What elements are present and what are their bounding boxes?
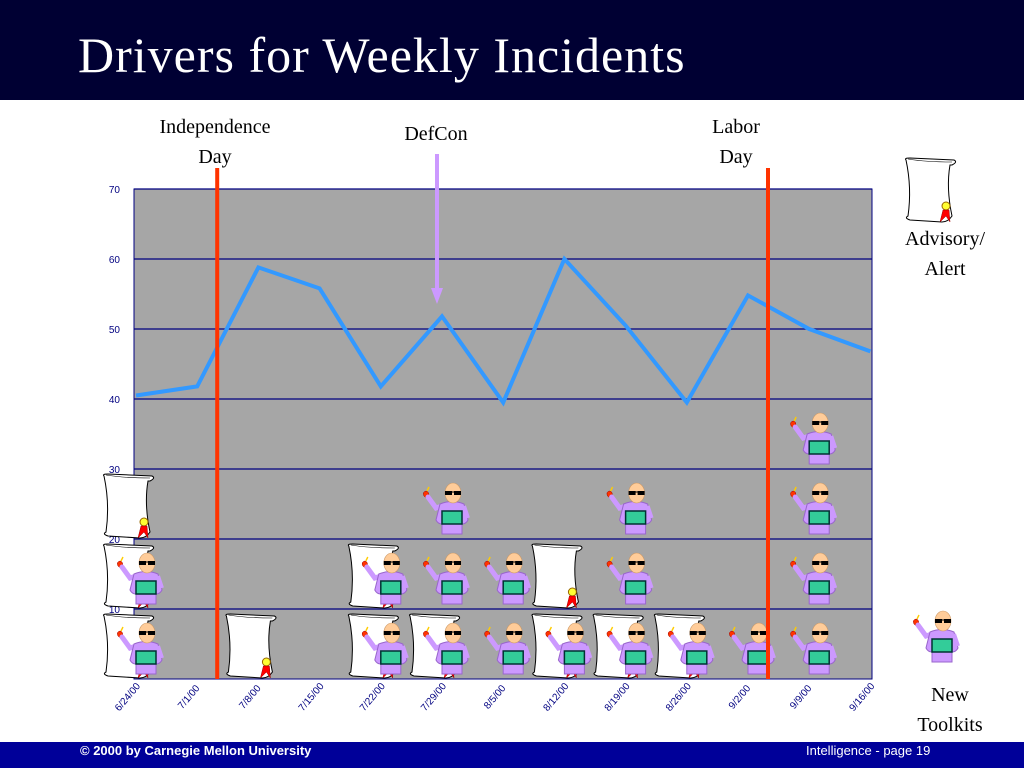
x-tick-label: 8/5/00 bbox=[482, 683, 509, 712]
x-tick-label: 8/19/00 bbox=[603, 681, 633, 714]
x-tick-label: 7/15/00 bbox=[297, 681, 327, 714]
labor-day-line2: Day bbox=[719, 146, 753, 168]
x-tick-label: 9/2/00 bbox=[727, 683, 754, 712]
x-axis-ticks: 6/24/00 7/1/00 7/8/00 7/15/00 7/22/00 7/29/00… bbox=[113, 681, 878, 714]
x-tick-label: 9/9/00 bbox=[788, 683, 815, 712]
y-tick-label: 10 bbox=[109, 605, 121, 616]
toolkit-legend-hacker-icon bbox=[913, 611, 958, 662]
y-axis-ticks: 10 20 30 40 50 60 70 bbox=[109, 185, 121, 616]
advisory-scroll-icon bbox=[225, 613, 277, 679]
independence-day-line1: Independence bbox=[159, 116, 271, 138]
copyright-notice: © 2000 by Carnegie Mellon University bbox=[80, 743, 312, 758]
defcon-arrow-head bbox=[431, 288, 443, 304]
independence-day-label: Independence Day bbox=[135, 112, 295, 172]
y-tick-label: 40 bbox=[109, 395, 121, 406]
x-tick-label: 7/29/00 bbox=[419, 681, 449, 714]
labor-day-line1: Labor bbox=[712, 116, 760, 138]
slide-title: Drivers for Weekly Incidents bbox=[78, 27, 686, 83]
x-tick-label: 7/1/00 bbox=[176, 683, 203, 712]
advisory-legend-scroll-icon bbox=[905, 157, 957, 223]
toolkits-line2: Toolkits bbox=[917, 714, 983, 736]
x-tick-label: 9/16/00 bbox=[848, 681, 878, 714]
advisory-scroll-icon bbox=[531, 543, 583, 609]
y-tick-label: 50 bbox=[109, 325, 121, 336]
x-tick-label: 8/12/00 bbox=[542, 681, 572, 714]
toolkits-line1: New bbox=[931, 684, 969, 706]
plot-area bbox=[133, 188, 873, 680]
x-tick-label: 6/24/00 bbox=[113, 681, 143, 714]
independence-day-line2: Day bbox=[198, 146, 232, 168]
event-lines bbox=[215, 168, 770, 679]
advisory-alert-label: Advisory/ Alert bbox=[880, 224, 1010, 284]
x-tick-label: 8/26/00 bbox=[664, 681, 694, 714]
page-number: Intelligence - page 19 bbox=[806, 743, 931, 758]
title-bar bbox=[0, 0, 1024, 100]
y-tick-label: 30 bbox=[109, 465, 121, 476]
new-toolkits-label: New Toolkits bbox=[890, 680, 1010, 740]
x-tick-label: 7/8/00 bbox=[237, 683, 264, 712]
y-tick-label: 60 bbox=[109, 255, 121, 266]
x-tick-label: 7/22/00 bbox=[358, 681, 388, 714]
advisory-line2: Alert bbox=[924, 258, 966, 280]
advisory-scroll-icon bbox=[103, 473, 155, 539]
y-tick-label: 20 bbox=[109, 535, 121, 546]
y-tick-label: 70 bbox=[109, 185, 121, 196]
footer-bar bbox=[0, 742, 1024, 768]
incidents-series-line bbox=[135, 255, 872, 407]
labor-day-label: Labor Day bbox=[686, 112, 786, 172]
advisory-line1: Advisory/ bbox=[905, 228, 985, 250]
defcon-label: DefCon bbox=[404, 123, 468, 145]
